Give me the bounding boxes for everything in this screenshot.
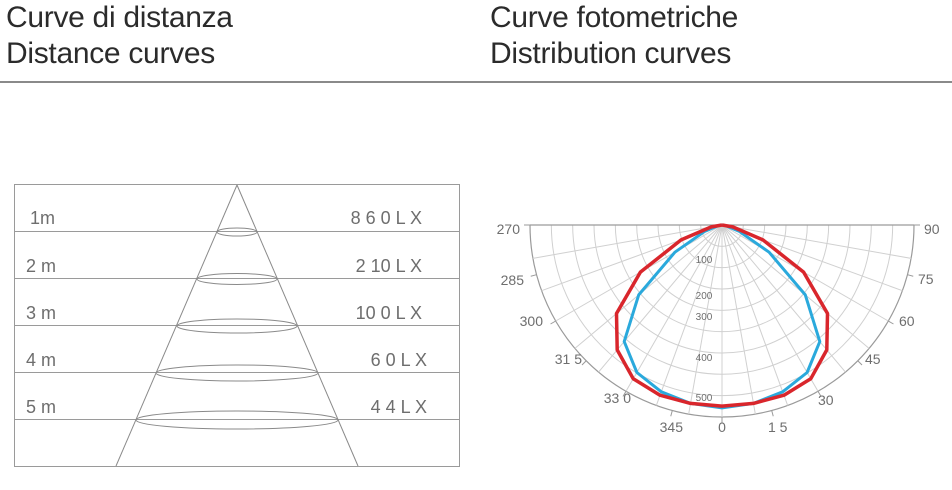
polar-tick (771, 410, 774, 417)
polar-tick (670, 410, 673, 417)
distance-curves-title-en: Distance curves (6, 37, 215, 70)
polar-grid (524, 224, 920, 423)
distance-label-5m: 5 m (26, 397, 56, 417)
polar-spoke (655, 224, 723, 406)
polar-spoke (721, 224, 789, 406)
polar-spoke (721, 224, 756, 415)
lux-label-3m: 10 0 L X (356, 303, 422, 323)
polar-spoke (574, 224, 723, 349)
polar-tick (530, 274, 537, 277)
polar-tick (888, 320, 894, 325)
distribution-curves-title-it: Curve fotometriche (490, 1, 739, 34)
polar-spoke (598, 224, 723, 373)
polar-spoke (721, 224, 912, 259)
angle-label-75: 75 (918, 271, 934, 287)
angle-label-15: 1 5 (768, 419, 788, 435)
polar-tick (622, 391, 627, 397)
angle-label-45: 45 (865, 351, 881, 367)
lux-label-5m: 4 4 L X (371, 397, 427, 417)
polar-spoke (721, 224, 819, 392)
radial-label-300: 300 (696, 312, 713, 323)
polar-spoke (532, 224, 723, 259)
angle-label-330: 33 0 (604, 390, 631, 406)
angle-label-60: 60 (899, 313, 915, 329)
polar-spoke (688, 224, 723, 415)
beam-ellipse-3m (176, 318, 298, 334)
lux-label-2m: 2 10 L X (356, 256, 422, 276)
angle-label-345: 345 (660, 419, 684, 435)
angle-label-300: 300 (520, 313, 544, 329)
angle-label-0: 0 (718, 419, 726, 435)
angle-label-90: 90 (924, 221, 940, 237)
polar-tick (907, 274, 914, 277)
distribution-curve-blue (622, 223, 822, 410)
radial-label-500: 500 (696, 393, 713, 404)
distance-label-3m: 3 m (26, 303, 56, 323)
angle-label-30: 30 (818, 392, 834, 408)
distance-label-1m: 1m (30, 208, 55, 228)
angle-label-270: 270 (497, 221, 521, 237)
lux-label-1m: 8 6 0 L X (351, 208, 422, 228)
distribution-curves-title: Curve fotometriche Distribution curves (490, 0, 738, 72)
radial-label-100: 100 (696, 255, 713, 266)
beam-ellipse-2m (196, 273, 278, 285)
angle-label-285: 285 (501, 272, 525, 288)
angle-label-315: 31 5 (555, 351, 582, 367)
polar-tick (550, 320, 556, 325)
radial-label-200: 200 (696, 291, 713, 302)
distance-label-4m: 4 m (26, 350, 56, 370)
beam-ellipse-5m (135, 410, 339, 430)
distance-curves-title-it: Curve di distanza (6, 1, 233, 34)
radial-label-400: 400 (696, 353, 713, 364)
polar-tick (581, 360, 587, 366)
lux-label-4m: 6 0 L X (371, 350, 427, 370)
polar-spoke (721, 224, 846, 373)
polar-tick (857, 360, 863, 366)
beam-ellipse-1m (216, 227, 258, 237)
polar-spoke (625, 224, 723, 392)
distance-curves-title: Curve di distanza Distance curves (6, 0, 233, 72)
polar-spoke (721, 224, 870, 349)
distance-label-2m: 2 m (26, 256, 56, 276)
header-divider (0, 81, 952, 83)
polar-tick (817, 391, 822, 397)
beam-ellipse-4m (155, 364, 319, 382)
distribution-curve-red (614, 223, 830, 408)
distribution-curves-title-en: Distribution curves (490, 37, 732, 70)
